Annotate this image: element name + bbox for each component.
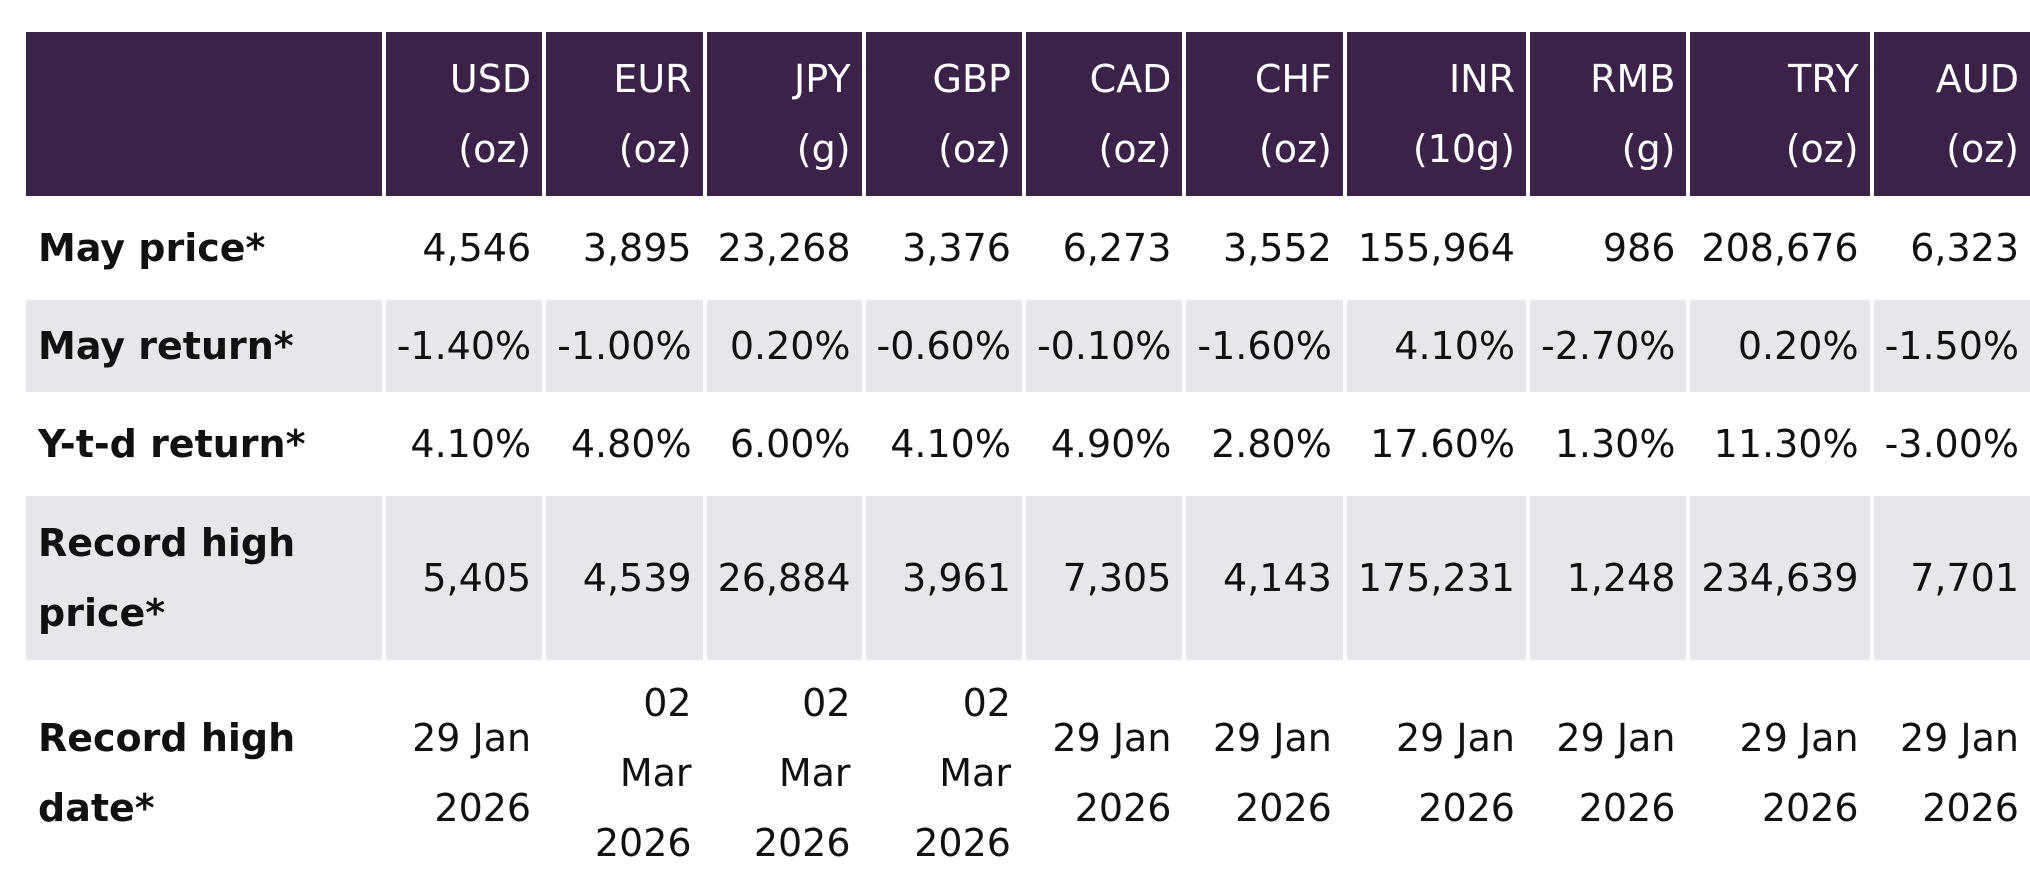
gold-price-table-container: USD (oz) EUR (oz) JPY (g) GBP (oz) CAD (oz) C… [26, 32, 2030, 882]
cell-may-price-usd: 4,546 [385, 200, 543, 296]
cell-may-return-cad: -0.10% [1025, 300, 1183, 392]
cell-may-price-rmb: 986 [1529, 200, 1687, 296]
cell-ytd-return-usd: 4.10% [385, 396, 543, 492]
cell-may-price-aud: 6,323 [1873, 200, 2030, 296]
cell-may-price-gbp: 3,376 [865, 200, 1022, 296]
cell-record-high-date-aud: 29 Jan 2026 [1873, 664, 2030, 882]
cell-ytd-return-gbp: 4.10% [865, 396, 1022, 492]
cell-record-high-price-eur: 4,539 [546, 496, 703, 660]
row-label-record-high-date: Record high date* [26, 664, 382, 882]
cell-may-price-try: 208,676 [1690, 200, 1870, 296]
cell-record-high-date-chf: 29 Jan 2026 [1186, 664, 1343, 882]
cell-may-return-aud: -1.50% [1873, 300, 2030, 392]
record-high-date-row: Record high date* 29 Jan 2026 02 Mar 2026 0… [26, 664, 2030, 882]
cell-record-high-price-chf: 4,143 [1186, 496, 1343, 660]
cell-may-return-jpy: 0.20% [706, 300, 862, 392]
cell-may-price-cad: 6,273 [1025, 200, 1183, 296]
cell-may-price-inr: 155,964 [1346, 200, 1526, 296]
cell-record-high-date-rmb: 29 Jan 2026 [1529, 664, 1687, 882]
cell-may-return-try: 0.20% [1690, 300, 1870, 392]
cell-record-high-price-try: 234,639 [1690, 496, 1870, 660]
cell-may-return-inr: 4.10% [1346, 300, 1526, 392]
cell-may-price-jpy: 23,268 [706, 200, 862, 296]
gold-price-table: USD (oz) EUR (oz) JPY (g) GBP (oz) CAD (oz) C… [22, 28, 2030, 886]
cell-record-high-date-eur: 02 Mar 2026 [546, 664, 703, 882]
cell-record-high-price-usd: 5,405 [385, 496, 543, 660]
header-row: USD (oz) EUR (oz) JPY (g) GBP (oz) CAD (oz) C… [26, 32, 2030, 196]
cell-record-high-date-try: 29 Jan 2026 [1690, 664, 1870, 882]
cell-record-high-price-aud: 7,701 [1873, 496, 2030, 660]
ytd-return-row: Y-t-d return* 4.10% 4.80% 6.00% 4.10% 4.… [26, 396, 2030, 492]
cell-record-high-price-cad: 7,305 [1025, 496, 1183, 660]
cell-ytd-return-eur: 4.80% [546, 396, 703, 492]
header-gbp: GBP (oz) [865, 32, 1022, 196]
record-high-price-row: Record high price* 5,405 4,539 26,884 3,9… [26, 496, 2030, 660]
may-return-row: May return* -1.40% -1.00% 0.20% -0.60% -… [26, 300, 2030, 392]
cell-record-high-date-inr: 29 Jan 2026 [1346, 664, 1526, 882]
may-price-row: May price* 4,546 3,895 23,268 3,376 6,27… [26, 200, 2030, 296]
header-chf: CHF (oz) [1186, 32, 1343, 196]
cell-record-high-price-jpy: 26,884 [706, 496, 862, 660]
cell-ytd-return-jpy: 6.00% [706, 396, 862, 492]
header-try: TRY (oz) [1690, 32, 1870, 196]
cell-record-high-price-rmb: 1,248 [1529, 496, 1687, 660]
cell-record-high-price-inr: 175,231 [1346, 496, 1526, 660]
header-aud: AUD (oz) [1873, 32, 2030, 196]
cell-may-return-rmb: -2.70% [1529, 300, 1687, 392]
cell-record-high-date-jpy: 02 Mar 2026 [706, 664, 862, 882]
cell-ytd-return-cad: 4.90% [1025, 396, 1183, 492]
cell-may-return-eur: -1.00% [546, 300, 703, 392]
cell-record-high-date-usd: 29 Jan 2026 [385, 664, 543, 882]
header-corner-cell [26, 32, 382, 196]
header-rmb: RMB (g) [1529, 32, 1687, 196]
row-label-may-return: May return* [26, 300, 382, 392]
cell-record-high-date-gbp: 02 Mar 2026 [865, 664, 1022, 882]
row-label-record-high-price: Record high price* [26, 496, 382, 660]
header-cad: CAD (oz) [1025, 32, 1183, 196]
cell-ytd-return-inr: 17.60% [1346, 396, 1526, 492]
cell-record-high-price-gbp: 3,961 [865, 496, 1022, 660]
cell-ytd-return-chf: 2.80% [1186, 396, 1343, 492]
cell-may-price-chf: 3,552 [1186, 200, 1343, 296]
header-jpy: JPY (g) [706, 32, 862, 196]
cell-record-high-date-cad: 29 Jan 2026 [1025, 664, 1183, 882]
cell-ytd-return-try: 11.30% [1690, 396, 1870, 492]
row-label-record-high-price-line1: Record high [38, 521, 296, 565]
header-usd: USD (oz) [385, 32, 543, 196]
row-label-record-high-price-line2: price* [38, 591, 166, 635]
row-label-ytd-return: Y-t-d return* [26, 396, 382, 492]
header-inr: INR (10g) [1346, 32, 1526, 196]
cell-may-price-eur: 3,895 [546, 200, 703, 296]
cell-ytd-return-aud: -3.00% [1873, 396, 2030, 492]
header-eur: EUR (oz) [546, 32, 703, 196]
cell-ytd-return-rmb: 1.30% [1529, 396, 1687, 492]
cell-may-return-usd: -1.40% [385, 300, 543, 392]
cell-may-return-chf: -1.60% [1186, 300, 1343, 392]
cell-may-return-gbp: -0.60% [865, 300, 1022, 392]
row-label-may-price: May price* [26, 200, 382, 296]
